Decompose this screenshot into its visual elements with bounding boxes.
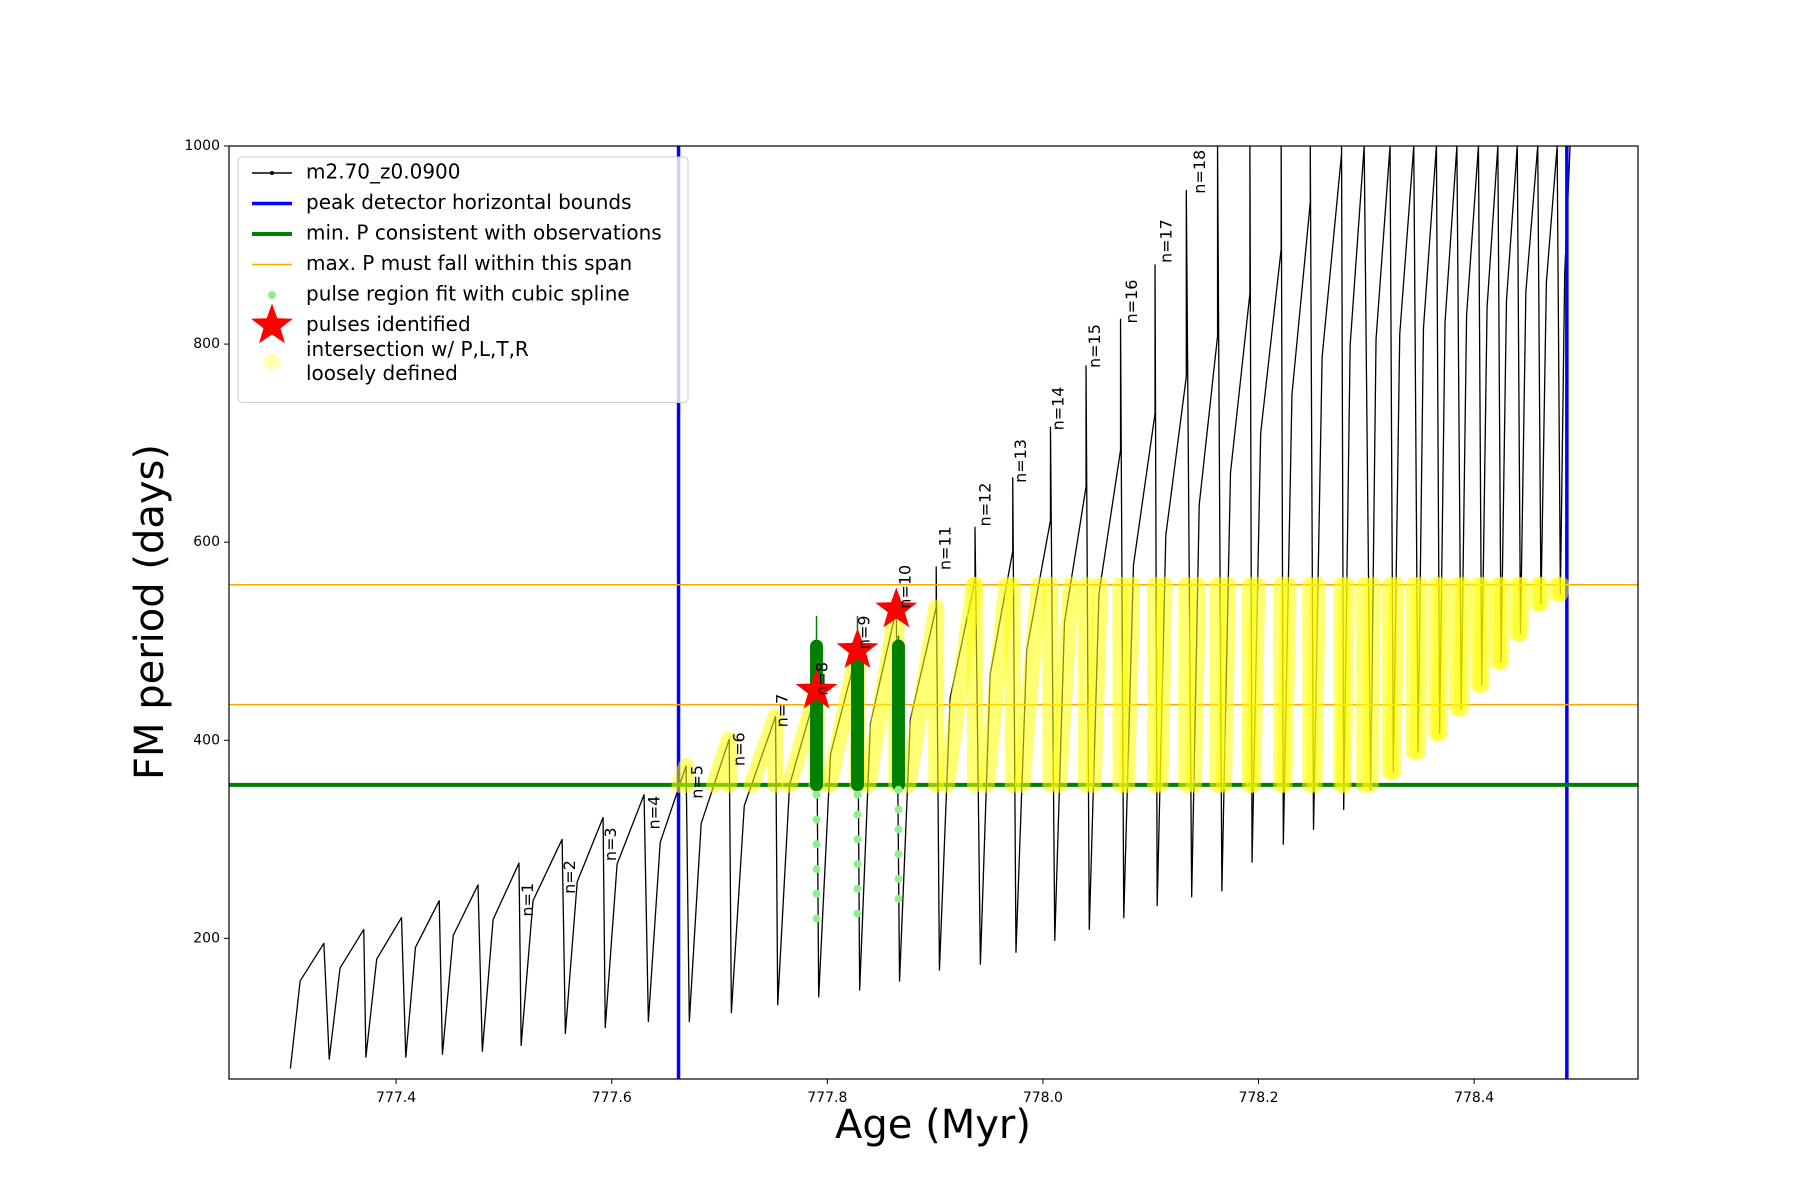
intersection-band bbox=[1119, 576, 1141, 793]
spline-point bbox=[853, 884, 862, 893]
x-tick-label: 778.2 bbox=[1238, 1090, 1278, 1106]
intersection-band bbox=[1493, 576, 1511, 671]
pulse-number-label: n=11 bbox=[935, 526, 954, 570]
spline-point bbox=[853, 790, 862, 799]
plot-frame bbox=[228, 145, 1639, 1080]
y-tick-label: 600 bbox=[193, 534, 220, 550]
pulse-number-label: n=18 bbox=[1190, 150, 1209, 194]
pulse-star bbox=[795, 668, 838, 709]
pulse-star bbox=[875, 587, 918, 628]
pulse-number-label: n=14 bbox=[1049, 387, 1068, 431]
intersection-band bbox=[671, 758, 695, 793]
intersection-band bbox=[1362, 576, 1381, 793]
pulse-number-label: n=1 bbox=[518, 883, 537, 917]
intersection-band bbox=[1473, 576, 1491, 693]
legend-symbol bbox=[270, 171, 274, 175]
pulse-number-label: n=4 bbox=[644, 796, 663, 830]
y-tick-label: 800 bbox=[193, 336, 220, 352]
intersection-band bbox=[1335, 576, 1355, 793]
x-tick-label: 778.4 bbox=[1454, 1090, 1494, 1106]
spline-point bbox=[812, 865, 821, 874]
plot-area bbox=[229, 146, 1638, 1079]
legend-label: intersection w/ P,L,T,R loosely defined bbox=[306, 337, 529, 385]
intersection-band bbox=[1216, 576, 1237, 793]
pulse-number-label: n=7 bbox=[773, 694, 792, 728]
pulse-number-label: n=6 bbox=[729, 732, 748, 766]
intersection-band bbox=[1410, 576, 1429, 761]
pulse-number-label: n=5 bbox=[687, 765, 706, 799]
pulse-number-label: n=9 bbox=[855, 615, 874, 649]
intersection-band bbox=[1306, 576, 1326, 793]
y-axis-label: FM period (days) bbox=[127, 444, 173, 780]
legend-label: m2.70_z0.0900 bbox=[306, 160, 461, 184]
intersection-band bbox=[1431, 576, 1450, 742]
spline-point bbox=[894, 850, 903, 859]
spline-point bbox=[812, 815, 821, 824]
pulse-number-label: n=17 bbox=[1156, 219, 1175, 263]
intersection-band bbox=[978, 576, 1015, 793]
intersection-band bbox=[900, 599, 945, 793]
intersection-band bbox=[1014, 576, 1047, 793]
spline-point bbox=[894, 894, 903, 903]
y-tick-label: 400 bbox=[193, 732, 220, 748]
intersection-band bbox=[1276, 576, 1297, 793]
intersection-band bbox=[1512, 576, 1530, 642]
spline-point bbox=[812, 889, 821, 898]
x-tick-label: 778.0 bbox=[1023, 1090, 1063, 1106]
legend-label: pulse region fit with cubic spline bbox=[306, 282, 630, 306]
legend-label: max. P must fall within this span bbox=[306, 251, 632, 275]
x-axis-label: Age (Myr) bbox=[835, 1102, 1031, 1148]
legend-label: min. P consistent with observations bbox=[306, 221, 662, 245]
pulse-number-label: n=12 bbox=[975, 483, 994, 527]
intersection-band bbox=[1453, 576, 1472, 717]
intersection-band bbox=[1385, 576, 1405, 780]
intersection-band bbox=[743, 708, 784, 793]
pulse-number-label: n=16 bbox=[1122, 280, 1141, 324]
spline-point bbox=[853, 909, 862, 918]
pulse-number-label: n=15 bbox=[1085, 324, 1104, 368]
spline-point bbox=[853, 860, 862, 869]
spline-point bbox=[812, 840, 821, 849]
y-tick-label: 200 bbox=[193, 930, 220, 946]
intersection-band bbox=[1552, 576, 1570, 602]
pulse-number-label: n=13 bbox=[1011, 439, 1030, 483]
spline-point bbox=[894, 785, 903, 794]
pulse-number-label: n=2 bbox=[560, 860, 579, 894]
legend-box bbox=[237, 156, 689, 403]
spline-point bbox=[894, 874, 903, 883]
spline-point bbox=[894, 825, 903, 834]
intersection-band bbox=[1245, 576, 1266, 793]
pulse-number-label: n=8 bbox=[813, 662, 832, 696]
legend-symbol bbox=[251, 303, 293, 344]
legend-label: pulses identified bbox=[306, 312, 471, 336]
pulse-number-label: n=3 bbox=[601, 827, 620, 861]
legend-label: peak detector horizontal bounds bbox=[306, 190, 632, 214]
x-tick-label: 777.4 bbox=[376, 1090, 416, 1106]
intersection-band bbox=[1185, 576, 1207, 793]
legend-symbol bbox=[268, 291, 276, 299]
pulse-star bbox=[836, 628, 879, 668]
spline-point bbox=[812, 790, 821, 799]
axes: 777.4 777.6 777.8 778.0 778.2 778.4 200 400 600 8… bbox=[184, 138, 1494, 1106]
x-tick-label: 777.6 bbox=[592, 1090, 632, 1106]
spline-point bbox=[812, 914, 821, 923]
spline-point bbox=[853, 810, 862, 819]
intersection-band bbox=[1152, 576, 1173, 793]
y-tick-label: 1000 bbox=[184, 138, 220, 154]
spline-point bbox=[853, 835, 862, 844]
legend-symbol bbox=[264, 354, 280, 370]
intersection-band bbox=[1051, 576, 1079, 793]
x-tick-label: 777.8 bbox=[807, 1090, 847, 1106]
intersection-band bbox=[706, 731, 738, 793]
spline-point bbox=[894, 805, 903, 814]
intersection-band bbox=[1085, 576, 1109, 793]
pulse-number-label: n=10 bbox=[896, 565, 915, 609]
